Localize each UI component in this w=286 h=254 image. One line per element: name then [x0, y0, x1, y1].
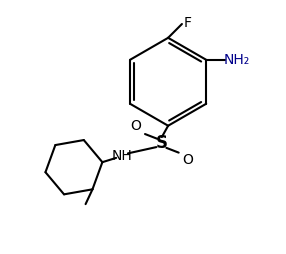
Text: O: O — [182, 153, 193, 167]
Text: F: F — [183, 16, 191, 30]
Text: O: O — [130, 119, 141, 134]
Text: S: S — [156, 134, 168, 152]
Text: NH: NH — [111, 149, 132, 163]
Text: NH₂: NH₂ — [224, 53, 250, 67]
